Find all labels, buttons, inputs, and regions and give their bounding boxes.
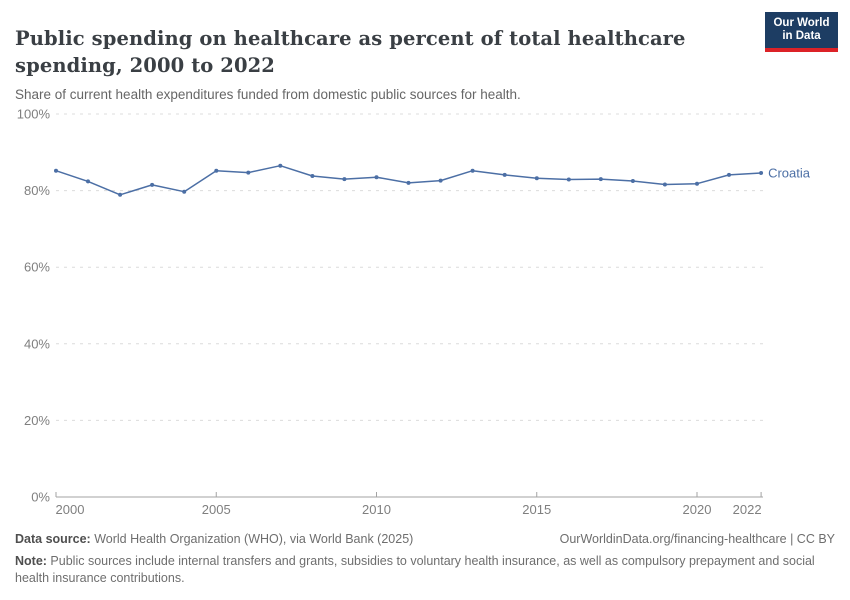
data-point[interactable] <box>214 168 219 173</box>
data-point[interactable] <box>727 172 731 177</box>
owid-logo: Our World in Data <box>765 12 838 52</box>
y-axis-tick-label: 60% <box>24 260 50 275</box>
data-point[interactable] <box>598 177 603 182</box>
data-point[interactable] <box>150 182 155 187</box>
y-axis-tick-label: 20% <box>24 413 50 428</box>
chart-canvas[interactable]: 0% 20% 40% 60% 80% 100% 2000 2005 2010 2015 2020 20… <box>0 100 850 525</box>
y-axis-tick-label: 40% <box>24 336 50 351</box>
data-point[interactable] <box>662 182 667 187</box>
note-label: Note: <box>15 554 47 568</box>
data-point[interactable] <box>118 192 123 197</box>
x-axis-tick-label: 2022 <box>733 502 762 517</box>
data-point[interactable] <box>246 170 251 175</box>
y-axis-tick-label: 0% <box>31 490 50 505</box>
data-point[interactable] <box>566 177 571 182</box>
series-entity-label[interactable]: Croatia <box>768 165 811 180</box>
data-point[interactable] <box>630 179 635 183</box>
data-point[interactable] <box>759 171 764 175</box>
chart-subtitle: Share of current health expenditures fun… <box>15 86 521 102</box>
data-point[interactable] <box>502 172 507 177</box>
x-axis-tick-label: 2020 <box>683 502 712 517</box>
note-text: Public sources include internal transfer… <box>15 554 815 585</box>
data-source: Data source: World Health Organization (… <box>15 531 413 548</box>
y-axis-tick-label: 80% <box>24 183 50 198</box>
owid-link[interactable]: OurWorldinData.org/financing-healthcare … <box>559 532 835 546</box>
data-point[interactable] <box>695 181 699 186</box>
page-title: Public spending on healthcare as percent… <box>15 27 686 78</box>
data-point[interactable] <box>342 177 347 182</box>
data-point[interactable] <box>374 175 379 180</box>
data-point[interactable] <box>86 179 90 184</box>
data-point[interactable] <box>182 189 187 194</box>
data-source-label: Data source: <box>15 532 91 546</box>
owid-logo-line2: in Data <box>782 30 821 42</box>
data-point[interactable] <box>54 168 58 173</box>
chart-note: Note: Public sources include internal tr… <box>15 553 820 587</box>
owid-logo-line1: Our World <box>773 16 830 29</box>
data-point[interactable] <box>534 176 539 181</box>
x-axis-tick-label: 2015 <box>522 502 551 517</box>
x-axis-tick-label: 2005 <box>202 502 231 517</box>
data-point[interactable] <box>278 163 283 168</box>
data-source-text: World Health Organization (WHO), via Wor… <box>90 532 414 546</box>
x-axis-tick-label: 2000 <box>56 502 85 517</box>
data-point[interactable] <box>406 180 411 185</box>
y-axis-tick-label: 100% <box>17 107 51 122</box>
chart-footer: Data source: World Health Organization (… <box>15 531 835 587</box>
data-point[interactable] <box>438 178 443 183</box>
data-point[interactable] <box>470 168 475 173</box>
x-axis-tick-label: 2010 <box>362 502 391 517</box>
data-point[interactable] <box>310 174 315 178</box>
